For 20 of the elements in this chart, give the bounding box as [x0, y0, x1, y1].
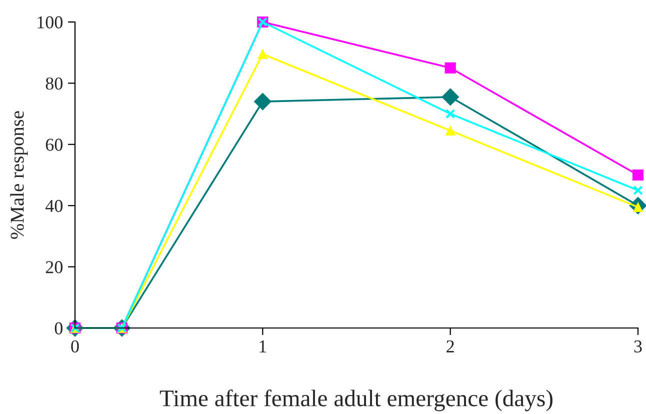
point	[444, 62, 456, 74]
point	[254, 92, 272, 110]
point	[632, 169, 644, 181]
point	[258, 49, 268, 59]
x-axis-title: Time after female adult emergence (days)	[160, 390, 552, 412]
y-tick-label: 0	[54, 322, 63, 334]
y-tick-label: 60	[46, 138, 63, 151]
y-tick-label: 100	[38, 16, 63, 28]
y-axis-title: %Male response	[10, 111, 28, 239]
x-tick-label: 2	[446, 340, 454, 352]
point	[442, 88, 460, 106]
point	[445, 126, 456, 136]
y-tick-label: 80	[46, 77, 63, 90]
y-tick-label: 40	[45, 200, 63, 212]
x-tick-label: 3	[634, 340, 642, 353]
point	[633, 185, 643, 196]
y-tick-label: 20	[46, 261, 63, 274]
x-tick-label: 0	[71, 340, 79, 353]
x-tick-label: 1	[260, 340, 266, 352]
point	[445, 108, 456, 119]
